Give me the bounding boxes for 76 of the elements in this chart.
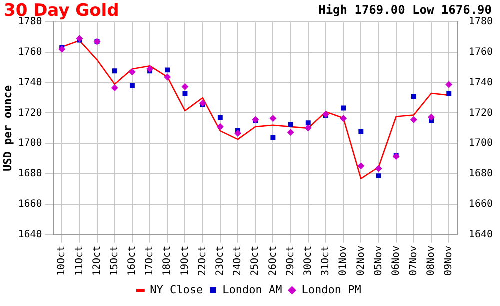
point <box>58 46 66 53</box>
x-tick-label: 10Oct <box>56 246 68 276</box>
y-tick-label: 1760 <box>18 47 42 58</box>
x-tick-label: 22Oct <box>197 246 208 276</box>
y2-tick-label: 1700 <box>468 138 494 150</box>
x-tick-label: 23Oct <box>215 246 226 276</box>
x-tick-label: 31Oct <box>320 246 332 276</box>
point <box>165 68 170 73</box>
point <box>164 74 172 81</box>
point <box>218 115 223 120</box>
x-tick-label: 25Oct <box>250 246 262 276</box>
x-tick-label: 17Oct <box>144 246 156 276</box>
point <box>341 106 346 111</box>
x-tick-label: 08Nov <box>426 246 438 276</box>
y2-tick-label: 1640 <box>468 229 494 240</box>
x-tick-label: 01Nov <box>338 246 350 276</box>
y-tick-label: 1700 <box>18 138 42 150</box>
x-tick-label: 02Nov <box>356 246 367 276</box>
x-tick-label: 07Nov <box>408 246 420 276</box>
chart-subtitle: High 1769.00 Low 1676.90 <box>318 3 492 17</box>
y2-tick-label: 1760 <box>468 47 494 58</box>
point <box>111 84 118 92</box>
point <box>322 110 330 118</box>
point <box>411 94 416 99</box>
y2-tick-label: 1740 <box>468 77 494 88</box>
point <box>358 162 365 170</box>
point <box>270 135 276 140</box>
point <box>182 91 188 96</box>
point <box>270 115 277 122</box>
point <box>358 129 364 134</box>
y-tick-label: 1660 <box>18 199 42 210</box>
point <box>375 165 382 172</box>
point <box>376 174 382 179</box>
x-tick-label: 11Oct <box>74 246 86 276</box>
point <box>234 130 242 137</box>
legend-label: London AM <box>222 283 283 296</box>
y2-tick-label: 1780 <box>468 16 494 28</box>
x-tick-label: 06Nov <box>390 246 402 276</box>
point <box>130 83 135 88</box>
y-tick-label: 1680 <box>18 168 42 180</box>
point <box>288 122 294 128</box>
point <box>306 120 311 126</box>
point <box>446 91 452 96</box>
x-tick-label: 26Oct <box>268 246 279 276</box>
y-tick-label: 1720 <box>18 108 42 119</box>
x-tick-label: 12Oct <box>92 246 103 276</box>
y2-tick-label: 1660 <box>468 199 494 210</box>
x-tick-label: 18Oct <box>162 246 174 276</box>
x-tick-label: 05Nov <box>373 246 384 276</box>
x-tick-label: 30Oct <box>302 246 314 276</box>
y-tick-label: 1640 <box>18 229 42 240</box>
x-tick-label: 24Oct <box>232 246 244 276</box>
point <box>428 114 436 121</box>
x-tick-label: 19Oct <box>180 246 191 276</box>
point <box>128 68 136 76</box>
point <box>304 124 312 132</box>
point <box>146 66 154 73</box>
point <box>76 35 84 42</box>
point <box>112 68 118 74</box>
y-tick-label: 1740 <box>18 77 42 88</box>
x-tick-label: 16Oct <box>127 246 138 276</box>
x-tick-label: 29Oct <box>285 246 296 276</box>
x-tick-label: 15Oct <box>109 246 120 276</box>
point <box>446 81 453 88</box>
point <box>287 129 294 136</box>
legend-label: London PM <box>302 283 362 296</box>
legend-label: NY Close <box>150 283 204 296</box>
point <box>199 100 206 107</box>
point <box>182 83 189 90</box>
y2-tick-label: 1680 <box>468 168 494 180</box>
x-tick-label: 09Nov <box>444 246 455 276</box>
point <box>410 116 418 124</box>
point <box>216 123 224 130</box>
y2-tick-label: 1720 <box>468 108 494 119</box>
point <box>340 115 348 122</box>
y-axis-title: USD per ounce <box>1 85 14 172</box>
